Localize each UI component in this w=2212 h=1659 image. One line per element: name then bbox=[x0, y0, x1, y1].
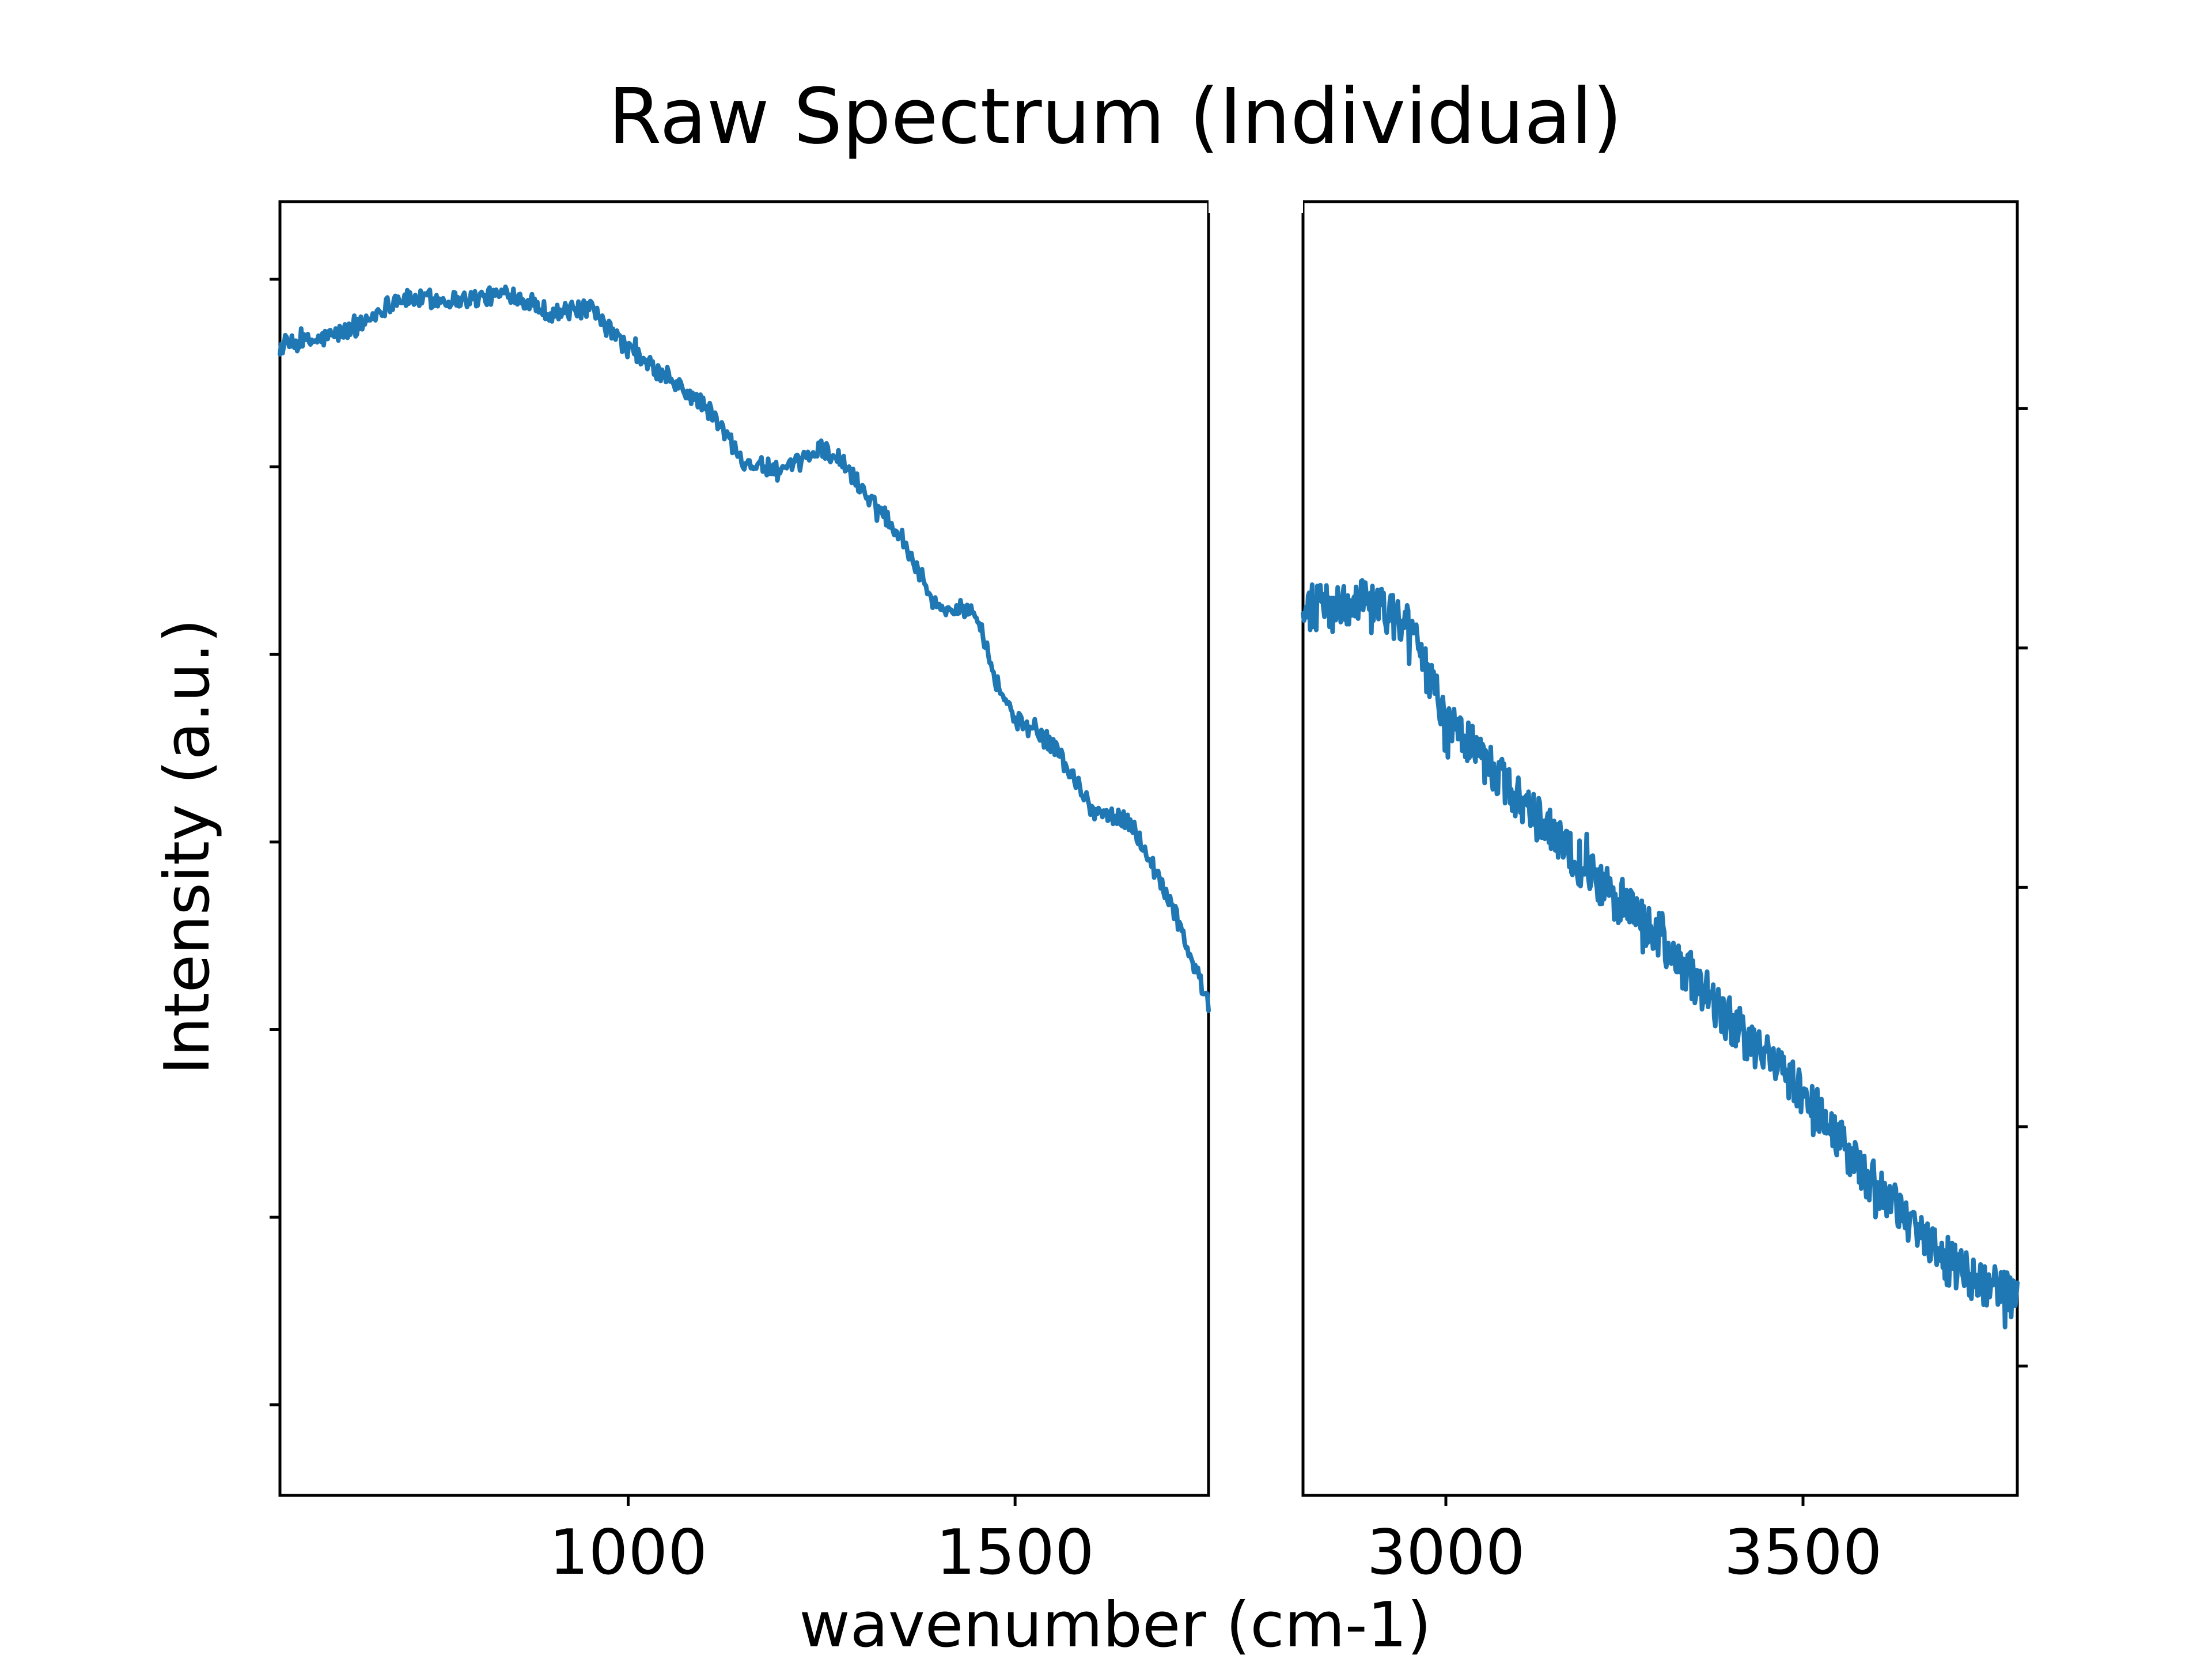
left-panel-ticks: 1000 1500 bbox=[270, 278, 1094, 1589]
y-axis-label: Intensity (a.u.) bbox=[151, 619, 224, 1075]
right-x-tick-label: 3000 bbox=[1367, 1517, 1525, 1589]
left-x-tick-label: 1500 bbox=[936, 1517, 1094, 1589]
left-spectrum-line bbox=[278, 284, 1211, 1013]
right-panel-ticks: 3000 3500 bbox=[1367, 407, 2028, 1589]
right-spectrum-line bbox=[1301, 578, 2020, 1330]
right-panel-series bbox=[1301, 578, 2020, 1330]
x-axis-label: wavenumber (cm-1) bbox=[799, 1589, 1431, 1659]
chart-title: Raw Spectrum (Individual) bbox=[608, 73, 1622, 161]
right-panel-frame bbox=[1301, 200, 2019, 1497]
left-x-tick-label: 1000 bbox=[549, 1517, 707, 1589]
broken-axis-gap bbox=[1209, 190, 1303, 213]
right-panel: 3000 3500 bbox=[1301, 200, 2028, 1589]
left-panel: 1000 1500 bbox=[270, 200, 1211, 1589]
right-x-tick-label: 3500 bbox=[1724, 1517, 1883, 1589]
left-panel-series bbox=[278, 284, 1211, 1013]
left-panel-frame bbox=[278, 200, 1210, 1497]
